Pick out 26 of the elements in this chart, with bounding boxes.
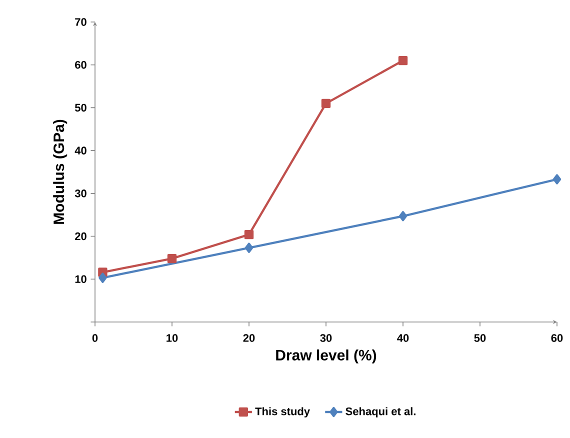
point — [98, 272, 107, 283]
y-tick-label: 30 — [74, 190, 86, 198]
point — [552, 174, 562, 184]
point — [398, 56, 408, 66]
legend-label: This study — [255, 407, 310, 418]
point — [244, 230, 254, 240]
y-tick-label: 60 — [75, 60, 86, 69]
y-tick-label: 10 — [75, 275, 86, 284]
point — [244, 242, 254, 253]
y-tick-label: 50 — [74, 104, 86, 112]
legend-label: Sehaqui et al. — [346, 407, 416, 418]
x-tick-label: 50 — [474, 334, 486, 342]
x-axis-title: Draw level (%) — [276, 349, 376, 364]
point — [167, 254, 177, 264]
x-tick-label: 30 — [320, 334, 332, 342]
x-tick-label: 60 — [551, 334, 563, 342]
point — [398, 211, 408, 222]
x-tick-label: 0 — [92, 334, 98, 342]
point — [321, 98, 331, 108]
y-axis-title: Modulus (GPa) — [53, 120, 68, 224]
x-tick-label: 40 — [397, 334, 409, 342]
y-tick-label: 20 — [75, 232, 86, 240]
y-tick-label: 40 — [74, 146, 86, 154]
x-tick-label: 10 — [166, 334, 178, 342]
y-tick-label: 70 — [75, 18, 86, 26]
x-tick-label: 20 — [243, 334, 255, 342]
